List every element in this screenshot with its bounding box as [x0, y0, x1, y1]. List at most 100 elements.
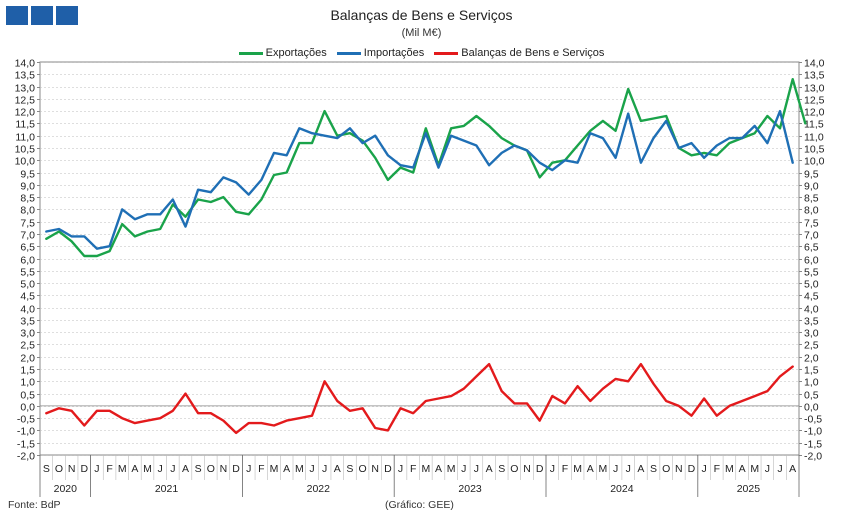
y-tick-label-left: 9,5: [20, 169, 35, 181]
x-month-label: F: [714, 463, 720, 475]
x-month-label: M: [599, 463, 608, 475]
y-tick-label-right: -1,0: [804, 426, 822, 438]
y-tick-label-left: -1,0: [17, 426, 35, 438]
x-year-label: 2020: [54, 483, 78, 495]
x-month-label: J: [94, 463, 99, 475]
x-month-label: A: [182, 463, 189, 475]
x-month-label: N: [371, 463, 379, 475]
x-month-label: M: [750, 463, 759, 475]
y-tick-label-left: 10,0: [15, 156, 36, 168]
series-line-0: [45, 77, 807, 258]
x-month-label: A: [283, 463, 290, 475]
x-month-label: M: [421, 463, 430, 475]
y-tick-label-right: 1,0: [804, 377, 819, 389]
legend-item-importacoes: Importações: [336, 47, 425, 59]
x-year-label: 2023: [458, 483, 482, 495]
y-tick-label-right: 6,0: [804, 255, 819, 267]
legend-swatch-exportacoes: [238, 51, 263, 55]
x-month-label: M: [118, 463, 127, 475]
x-month-label: M: [270, 463, 279, 475]
x-month-label: A: [789, 463, 796, 475]
y-tick-label-right: -2,0: [804, 451, 822, 463]
y-tick-label-right: 4,5: [804, 291, 819, 303]
x-month-label: J: [309, 463, 314, 475]
x-month-label: J: [550, 463, 555, 475]
y-tick-label-left: 9,0: [20, 181, 35, 193]
y-tick-label-left: -2,0: [17, 451, 35, 463]
x-month-label: S: [346, 463, 353, 475]
y-tick-label-left: 8,5: [20, 193, 35, 205]
y-tick-label-right: 2,0: [804, 353, 819, 365]
x-year-label: 2022: [307, 483, 331, 495]
y-tick-label-right: 13,5: [804, 70, 825, 82]
y-tick-label-right: 4,0: [804, 304, 819, 316]
x-month-label: O: [662, 463, 670, 475]
y-tick-label-left: 3,5: [20, 316, 35, 328]
y-tick-label-left: 12,0: [15, 107, 36, 119]
x-month-label: O: [207, 463, 215, 475]
x-month-label: J: [158, 463, 163, 475]
y-tick-label-left: -0,5: [17, 414, 35, 426]
x-month-label: N: [675, 463, 683, 475]
x-month-label: J: [322, 463, 327, 475]
x-year-label: 2021: [155, 483, 179, 495]
y-tick-label-left: 2,0: [20, 353, 35, 365]
x-month-label: F: [106, 463, 112, 475]
y-tick-label-left: 7,5: [20, 218, 35, 230]
x-month-label: A: [334, 463, 341, 475]
y-tick-label-right: 2,5: [804, 340, 819, 352]
y-tick-label-right: 13,0: [804, 83, 825, 95]
y-tick-label-right: 3,5: [804, 316, 819, 328]
y-tick-label-right: 10,5: [804, 144, 825, 156]
y-tick-label-right: 0,5: [804, 390, 819, 402]
x-month-label: F: [410, 463, 416, 475]
y-tick-label-left: 6,0: [20, 255, 35, 267]
x-month-label: M: [143, 463, 152, 475]
y-tick-label-right: -0,5: [804, 414, 822, 426]
y-tick-label-right: 11,0: [804, 132, 824, 144]
y-tick-label-left: 0,0: [20, 402, 35, 414]
plot-frame: [39, 61, 800, 456]
x-year-label: 2025: [737, 483, 761, 495]
logo-block: [31, 6, 53, 25]
y-tick-label-left: 8,0: [20, 205, 35, 217]
x-month-label: J: [474, 463, 479, 475]
y-tick-label-left: -1,5: [17, 439, 35, 451]
y-tick-label-right: 7,0: [804, 230, 819, 242]
legend-label-balanca: Balanças de Bens e Serviços: [461, 47, 605, 59]
x-month-label: J: [626, 463, 631, 475]
x-month-label: N: [68, 463, 76, 475]
x-month-label: M: [573, 463, 582, 475]
legend-item-exportacoes: Exportações: [238, 47, 327, 59]
y-tick-label-left: 4,0: [20, 304, 35, 316]
x-month-label: J: [170, 463, 175, 475]
y-tick-label-left: 13,5: [15, 70, 36, 82]
x-month-label: A: [637, 463, 644, 475]
chart-legend: Exportações Importações Balanças de Bens…: [0, 47, 843, 59]
y-tick-label-right: 10,0: [804, 156, 825, 168]
y-tick-label-left: 12,5: [15, 95, 36, 107]
y-tick-label-right: 11,5: [804, 119, 824, 131]
y-tick-label-left: 11,0: [15, 132, 35, 144]
x-year-label: 2024: [610, 483, 634, 495]
y-tick-label-right: 6,5: [804, 242, 819, 254]
legend-label-importacoes: Importações: [363, 47, 425, 59]
y-tick-label-right: 8,0: [804, 205, 819, 217]
y-tick-label-left: 11,5: [15, 119, 35, 131]
chart-title: Balanças de Bens e Serviços: [330, 7, 513, 23]
y-tick-label-right: 5,5: [804, 267, 819, 279]
x-month-label: J: [765, 463, 770, 475]
y-tick-label-left: 13,0: [15, 83, 36, 95]
x-month-label: D: [384, 463, 392, 475]
logo-block: [56, 6, 78, 25]
y-tick-label-right: 12,5: [804, 95, 825, 107]
x-month-label: O: [510, 463, 518, 475]
x-month-label: F: [258, 463, 264, 475]
y-tick-label-right: 1,5: [804, 365, 819, 377]
x-month-label: F: [562, 463, 568, 475]
x-month-label: D: [688, 463, 696, 475]
legend-swatch-balanca: [434, 51, 459, 55]
x-month-label: J: [461, 463, 466, 475]
series-line-2: [45, 362, 794, 435]
